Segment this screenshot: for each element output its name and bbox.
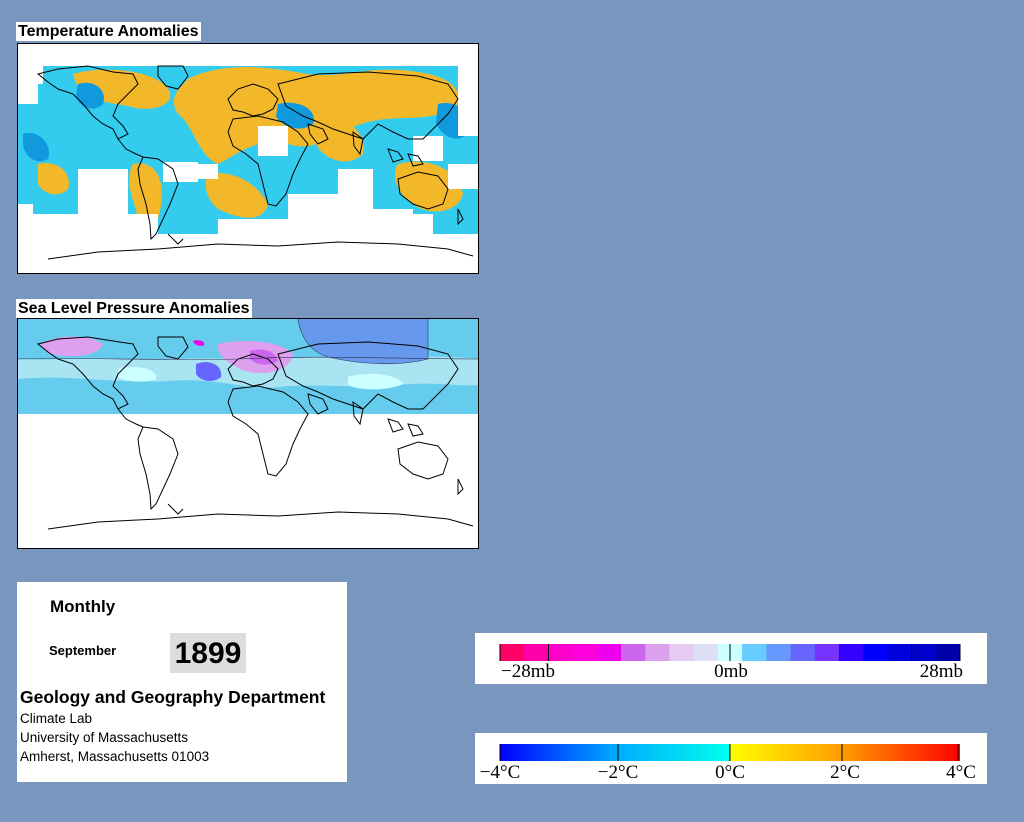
temperature-label-minus4: −4°C (480, 762, 521, 783)
pressure-swatch (838, 644, 864, 661)
slp-map-title: Sea Level Pressure Anomalies (16, 299, 252, 318)
pressure-swatch (500, 644, 525, 661)
pressure-swatch (596, 644, 622, 661)
slp-coastlines (36, 336, 474, 530)
pressure-swatch (935, 644, 961, 661)
pressure-colorbar-swatches (499, 644, 961, 661)
temperature-colorbar-warm (730, 744, 960, 761)
temperature-map-title: Temperature Anomalies (16, 22, 201, 41)
pressure-label-max: 28mb (920, 661, 963, 682)
address-line-university: University of Massachusetts (20, 730, 189, 745)
month-label: September (49, 643, 117, 658)
period-label: Monthly (50, 597, 116, 616)
pressure-swatch (863, 644, 888, 661)
temperature-anomaly-map (17, 43, 479, 274)
temperature-label-minus2: −2°C (598, 762, 639, 783)
pressure-swatch (911, 644, 937, 661)
pressure-swatch (766, 644, 792, 661)
pressure-swatch (572, 644, 598, 661)
pressure-swatch (645, 644, 670, 661)
temperature-legend: −4°C −2°C 0°C 2°C 4°C (475, 733, 987, 784)
pressure-swatch (887, 644, 913, 661)
pressure-label-zero: 0mb (714, 661, 748, 682)
pressure-swatch (742, 644, 767, 661)
address-line-city: Amherst, Massachusetts 01003 (20, 749, 210, 764)
temperature-map-canvas (18, 65, 478, 260)
pressure-swatch (548, 644, 574, 661)
temperature-label-plus2: 2°C (830, 762, 860, 783)
pressure-label-min: −28mb (501, 661, 555, 682)
year-display: 1899 (170, 633, 246, 673)
department-name: Geology and Geography Department (20, 687, 326, 707)
info-panel: Monthly September 1899 Geology and Geogr… (17, 582, 347, 782)
slp-anomaly-map (17, 318, 479, 549)
temperature-label-plus4: 4°C (946, 762, 976, 783)
pressure-colorbar: −28mb 0mb 28mb (499, 644, 963, 682)
slp-map-canvas (18, 319, 478, 548)
pressure-swatch (524, 644, 549, 661)
temperature-colorbar: −4°C −2°C 0°C 2°C 4°C (480, 744, 976, 783)
temperature-coastlines (36, 65, 474, 260)
pressure-swatch (790, 644, 816, 661)
pressure-swatch (621, 644, 646, 661)
temperature-label-zero: 0°C (715, 762, 745, 783)
pressure-swatch (814, 644, 840, 661)
temperature-colorbar-cold (500, 744, 730, 761)
pressure-swatch (693, 644, 719, 661)
pressure-swatch (669, 644, 695, 661)
address-line-lab: Climate Lab (20, 711, 93, 726)
pressure-legend: −28mb 0mb 28mb (475, 633, 987, 684)
